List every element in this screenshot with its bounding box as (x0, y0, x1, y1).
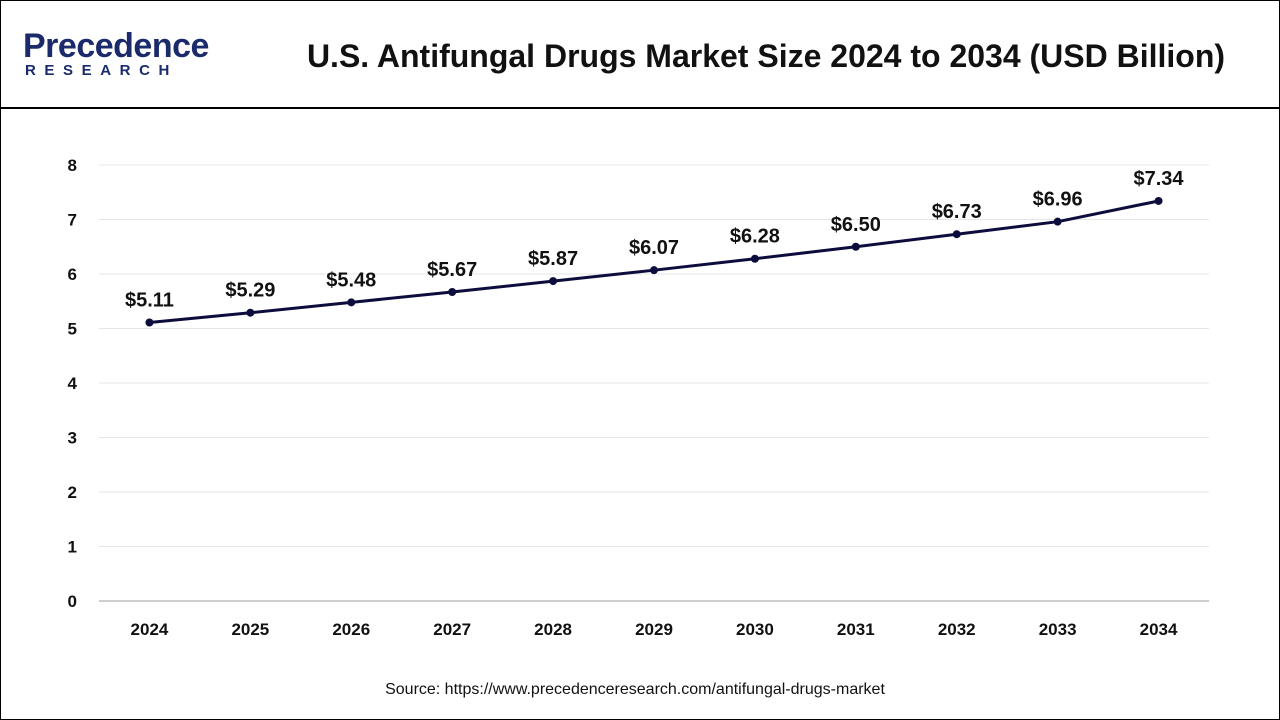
y-tick-label: 7 (68, 211, 77, 230)
header: Precedence RESEARCH U.S. Antifungal Drug… (1, 1, 1279, 109)
data-point (347, 298, 356, 307)
data-label: $5.11 (125, 290, 174, 312)
logo-wordmark: Precedence (23, 27, 209, 65)
logo-subtitle: RESEARCH (25, 62, 178, 79)
source-note: Source: https://www.precedenceresearch.c… (385, 681, 885, 698)
data-point (851, 242, 860, 251)
x-tick-label: 2026 (332, 620, 370, 639)
data-point (549, 277, 558, 286)
data-label: $6.28 (730, 226, 780, 248)
data-point (1053, 217, 1062, 226)
y-tick-label: 4 (68, 374, 78, 393)
data-label: $6.50 (831, 214, 881, 236)
data-point (448, 287, 457, 296)
data-label: $5.87 (528, 248, 578, 270)
data-label: $5.29 (225, 280, 275, 302)
data-label: $6.73 (932, 201, 982, 223)
data-point (1154, 196, 1163, 205)
chart-title: U.S. Antifungal Drugs Market Size 2024 t… (306, 38, 1226, 74)
y-tick-label: 1 (68, 538, 77, 557)
y-tick-label: 3 (68, 429, 77, 448)
data-label: $7.34 (1134, 168, 1185, 190)
line-chart: 0 1 2 3 4 5 6 7 8 2024 2025 2026 2027 2028 2029 2030 203… (68, 156, 1209, 639)
data-point (750, 254, 759, 263)
y-tick-label: 5 (68, 320, 77, 339)
x-tick-label: 2031 (837, 620, 875, 639)
data-label: $6.96 (1033, 189, 1083, 211)
x-tick-label: 2032 (938, 620, 976, 639)
x-tick-label: 2024 (131, 620, 169, 639)
x-tick-label: 2025 (231, 620, 269, 639)
data-label: $5.48 (326, 269, 376, 291)
y-tick-label: 0 (68, 592, 77, 611)
x-tick-label: 2028 (534, 620, 572, 639)
data-label: $6.07 (629, 237, 679, 259)
data-point (246, 308, 255, 317)
x-tick-label: 2034 (1140, 620, 1178, 639)
x-tick-label: 2030 (736, 620, 774, 639)
x-tick-label: 2029 (635, 620, 673, 639)
data-point (952, 230, 961, 239)
y-tick-label: 6 (68, 265, 77, 284)
x-tick-label: 2033 (1039, 620, 1077, 639)
precedence-research-logo: Precedence RESEARCH (23, 29, 223, 85)
y-tick-label: 2 (68, 483, 77, 502)
x-tick-label: 2027 (433, 620, 471, 639)
data-point (145, 318, 154, 327)
data-label: $5.67 (427, 259, 477, 281)
y-tick-label: 8 (68, 156, 77, 175)
data-point (650, 266, 658, 275)
